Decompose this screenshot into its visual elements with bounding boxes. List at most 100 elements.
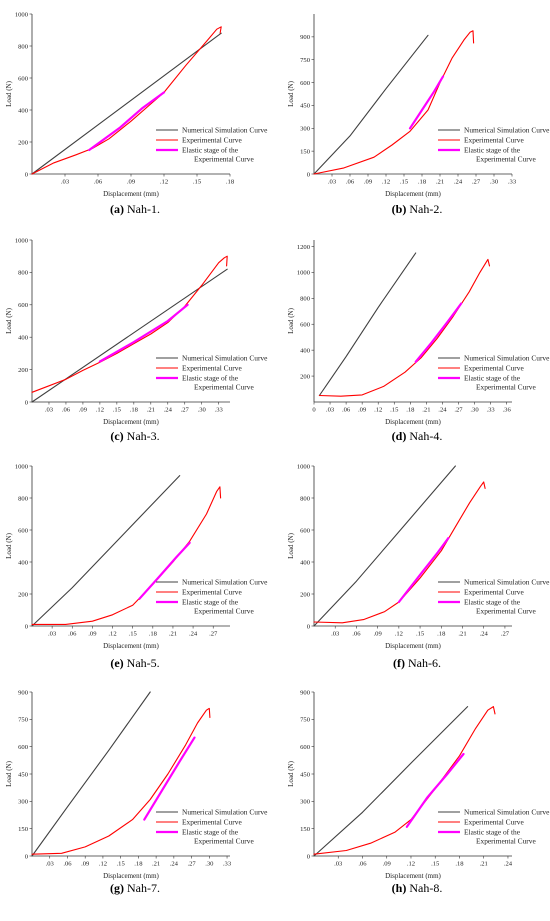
x-tick-label: .15: [117, 861, 126, 868]
series-line-experimental: [313, 481, 486, 624]
x-tick-label: .24: [504, 861, 513, 868]
panel-caption: (h) Nah-8.: [392, 881, 443, 895]
y-tick-label: 800: [18, 270, 29, 277]
y-tick-label: 200: [18, 367, 29, 374]
x-tick-label: .30: [470, 407, 479, 414]
x-tick-label: .27: [472, 179, 481, 186]
legend-label-elastic-line2: Experimental Curve: [194, 155, 254, 164]
x-tick-label: .15: [390, 407, 399, 414]
y-tick-label: 900: [300, 34, 311, 41]
x-tick-label: .09: [127, 179, 136, 186]
chart-panel-3: .03 .06 .09 .12 .15 .18 .21 .24 .27 .30 .33 0 200 400…: [5, 237, 268, 443]
x-tick-label: .09: [364, 179, 373, 186]
x-tick-label: .27: [187, 861, 196, 868]
x-tick-label: .24: [480, 631, 489, 638]
series-line-elastic: [408, 75, 445, 130]
y-tick-label: 200: [18, 591, 29, 598]
x-tick-label: .06: [342, 407, 351, 414]
x-tick-label: .30: [205, 861, 214, 868]
panel-caption-letter: (h): [392, 881, 407, 895]
x-axis-label: Displacement (mm): [385, 642, 441, 650]
y-tick-label: 450: [300, 771, 311, 778]
x-tick-label: .06: [358, 861, 367, 868]
series-line-experimental: [318, 258, 491, 397]
x-tick-label: .18: [418, 179, 427, 186]
x-tick-label: .03: [328, 179, 337, 186]
panel-caption-name: Nah-4.: [406, 429, 442, 443]
panel-caption-name: Nah-8.: [406, 881, 442, 895]
legend-label-experimental: Experimental Curve: [182, 588, 242, 597]
y-axis-label: Load (N): [287, 760, 295, 787]
y-tick-label: 200: [300, 373, 311, 380]
legend-label-numerical: Numerical Simulation Curve: [464, 126, 550, 135]
y-tick-label: 600: [300, 744, 311, 751]
x-tick-label: .24: [189, 631, 198, 638]
y-axis-label: Load (N): [5, 307, 13, 334]
x-tick-label: .03: [334, 861, 343, 868]
y-tick-label: 1000: [15, 463, 29, 470]
x-tick-label: .09: [383, 861, 392, 868]
x-tick-label: .03: [48, 631, 57, 638]
legend-label-elastic-line2: Experimental Curve: [476, 607, 536, 616]
x-tick-label: .18: [134, 861, 143, 868]
x-tick-label: .12: [96, 407, 104, 414]
x-tick-label: .09: [81, 861, 90, 868]
x-tick-label: .21: [152, 861, 160, 868]
legend-label-elastic: Elastic stage of the: [464, 828, 521, 837]
x-tick-label: .27: [181, 407, 190, 414]
y-tick-label: 400: [18, 335, 29, 342]
y-tick-label: 400: [18, 107, 29, 114]
y-tick-label: 400: [300, 347, 311, 354]
y-tick-label: 800: [18, 43, 29, 50]
y-tick-label: 0: [25, 853, 29, 860]
series-line-elastic: [88, 91, 166, 152]
x-tick-label: .09: [358, 407, 367, 414]
x-tick-label: .30: [198, 407, 207, 414]
legend-label-numerical: Numerical Simulation Curve: [182, 126, 268, 135]
x-tick-label: .03: [46, 861, 55, 868]
legend-label-elastic-line2: Experimental Curve: [194, 837, 254, 846]
x-tick-label: .24: [164, 407, 173, 414]
y-tick-label: 600: [18, 527, 29, 534]
y-tick-label: 300: [300, 799, 311, 806]
panel-caption-letter: (b): [392, 202, 407, 216]
panel-caption: (c) Nah-3.: [110, 429, 159, 443]
x-tick-label: .15: [113, 407, 122, 414]
legend-label-elastic-line2: Experimental Curve: [476, 837, 536, 846]
legend-label-numerical: Numerical Simulation Curve: [182, 354, 268, 363]
panel-caption-letter: (d): [392, 429, 407, 443]
x-tick-label: .18: [149, 631, 158, 638]
legend-label-numerical: Numerical Simulation Curve: [464, 354, 550, 363]
panel-caption-name: Nah-5.: [124, 656, 160, 670]
x-tick-label: .12: [108, 631, 116, 638]
series-line-experimental: [31, 255, 228, 393]
legend-label-experimental: Experimental Curve: [464, 136, 524, 145]
x-tick-label: .12: [374, 407, 382, 414]
x-tick-label: .06: [68, 631, 77, 638]
y-tick-label: 150: [300, 826, 311, 833]
legend-label-experimental: Experimental Curve: [182, 818, 242, 827]
panel-caption: (e) Nah-5.: [110, 656, 159, 670]
legend-label-experimental: Experimental Curve: [182, 136, 242, 145]
y-tick-label: 1000: [297, 463, 311, 470]
y-tick-label: 0: [25, 399, 29, 406]
x-tick-label: .09: [79, 407, 88, 414]
x-axis-label: Displacement (mm): [385, 872, 441, 880]
series-line-numerical: [313, 465, 456, 627]
legend-label-elastic: Elastic stage of the: [182, 598, 239, 607]
y-axis-label: Load (N): [5, 760, 13, 787]
y-tick-label: 750: [18, 717, 29, 724]
legend-label-numerical: Numerical Simulation Curve: [182, 578, 268, 587]
panel-caption-letter: (f): [393, 656, 405, 670]
x-axis-label: Displacement (mm): [103, 418, 159, 426]
y-tick-label: 0: [307, 853, 311, 860]
y-tick-label: 1000: [297, 270, 311, 277]
x-tick-label: .21: [169, 631, 177, 638]
panel-caption-name: Nah-7.: [124, 881, 160, 895]
